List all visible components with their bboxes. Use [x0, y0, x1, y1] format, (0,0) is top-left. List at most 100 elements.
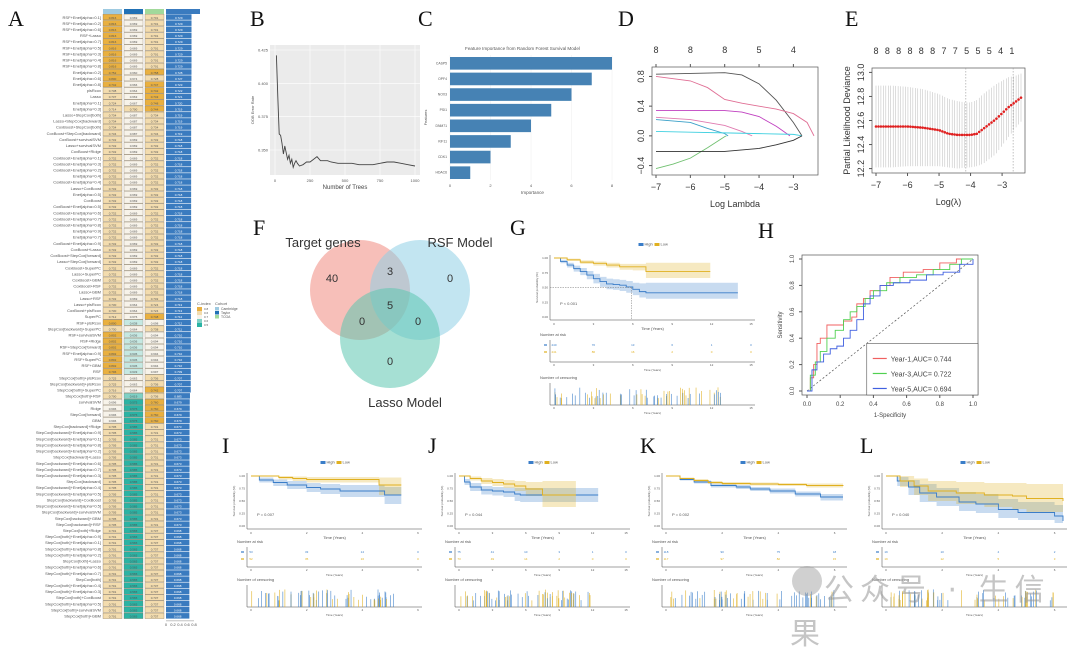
- risk-count-low: 3: [1054, 557, 1056, 561]
- heat-cell: [102, 282, 123, 289]
- heat-cell: [144, 564, 165, 570]
- censoring-x-tick: 4: [778, 608, 780, 612]
- heat-cell-value: 0.585: [130, 486, 138, 490]
- heat-cell: [123, 380, 144, 387]
- heat-cell: [144, 600, 165, 607]
- heat-cell: [144, 539, 165, 546]
- mean-bar-value: 0.711: [175, 327, 183, 331]
- heat-cell-value: 0.737: [109, 95, 117, 99]
- heat-cell: [123, 191, 144, 198]
- x-axis-label: Time (Years): [743, 535, 766, 540]
- row-label: StepCox[both]+Enet[alpha=0.3]: [45, 589, 101, 594]
- x-tick-label: 2: [721, 531, 723, 535]
- heat-cell-value: 0.737: [151, 541, 159, 545]
- mean-bar-value: 0.679: [174, 407, 182, 411]
- row-label: CoxBoost: [84, 198, 102, 203]
- mean-bar: [166, 246, 192, 252]
- heat-cell: [144, 301, 165, 308]
- heat-cell: [123, 26, 144, 33]
- mean-bar: [166, 313, 191, 320]
- top-tick-label: 8: [930, 46, 935, 56]
- heat-cell-value: 0.760: [151, 419, 159, 423]
- heat-cell: [144, 423, 165, 430]
- heat-cell: [123, 447, 144, 454]
- heat-cell-value: 0.731: [151, 498, 159, 502]
- mean-bar-value: 0.679: [174, 419, 182, 423]
- heat-cell-value: 0.687: [130, 120, 138, 124]
- survival-curve-low: [251, 475, 402, 486]
- mean-bar-value: 0.668: [174, 615, 182, 619]
- risk-table-title: Number at risk: [872, 539, 898, 544]
- heat-cell: [144, 399, 165, 405]
- heat-cell: [144, 606, 165, 613]
- mean-bar: [166, 118, 192, 124]
- deviance-point: [958, 133, 961, 137]
- risk-count-low: 241: [551, 350, 556, 354]
- mean-bar: [166, 558, 190, 564]
- y-tick-label: 0.00: [654, 524, 660, 528]
- x-tick-label: 2: [489, 183, 492, 188]
- mean-bar: [166, 356, 191, 362]
- heat-cell-value: 0.667: [130, 101, 138, 105]
- heat-cell-value: 0.737: [151, 553, 159, 557]
- y-axis-label: Survival probability (%): [535, 272, 539, 303]
- heat-cell-value: 0.737: [151, 578, 159, 582]
- mean-bar-value: 0.709: [175, 370, 183, 374]
- y-tick-label: 0.25: [874, 512, 880, 516]
- x-tick-label: 0: [458, 531, 460, 535]
- heat-cell-value: 0.731: [151, 456, 159, 460]
- heat-cell-value: 0.732: [151, 224, 159, 228]
- risk-count-low: 73: [457, 557, 461, 561]
- mean-bar: [166, 295, 192, 301]
- y-tick-label: 0.400: [258, 81, 269, 86]
- heat-cell-value: 0.732: [109, 254, 117, 258]
- heat-cell-value: 0.696: [109, 401, 117, 405]
- legend-swatch-high: [960, 461, 966, 464]
- heat-cell: [102, 435, 123, 442]
- legend-label-high: High: [535, 460, 543, 465]
- mean-bar: [166, 270, 192, 277]
- mean-bar-value: 0.668: [174, 590, 182, 594]
- deviance-point: [886, 125, 890, 128]
- heat-cell: [123, 179, 144, 185]
- deviance-point: [1004, 108, 1008, 111]
- deviance-point: [1017, 98, 1020, 101]
- heat-cell: [123, 14, 144, 20]
- legend-swatch-cindex: [197, 323, 202, 327]
- heat-cell-value: 0.669: [130, 46, 138, 50]
- mean-bar: [166, 564, 190, 570]
- mean-bar-value: 0.668: [174, 578, 182, 582]
- top-tick-label: 5: [964, 46, 969, 56]
- heat-cell: [123, 490, 144, 497]
- risk-x-tick: 6: [1054, 568, 1056, 572]
- heat-cell: [102, 447, 123, 454]
- deviance-point: [901, 125, 905, 128]
- heat-cell: [123, 56, 144, 63]
- y-tick-label: 0.350: [258, 148, 269, 153]
- x-tick-label: 3: [492, 531, 494, 535]
- row-label: StepCox[backward]+Enet[alpha=0.1]: [36, 436, 101, 441]
- heat-cell-value: 0.732: [109, 230, 117, 234]
- heat-cell-value: 0.701: [109, 596, 117, 600]
- heat-cell-value: 0.664: [130, 303, 138, 307]
- row-label: Enet[alpha=0.3]: [73, 106, 101, 111]
- heat-cell-value: 0.731: [151, 450, 159, 454]
- heat-cell-value: 0.734: [109, 120, 117, 124]
- mean-bar: [166, 448, 190, 454]
- mean-bar-value: 0.668: [174, 566, 182, 570]
- censoring-x-tick: 2: [941, 608, 943, 612]
- heat-cell: [144, 362, 165, 369]
- heat-cell-value: 0.669: [130, 52, 138, 56]
- heat-cell-value: 0.585: [130, 498, 138, 502]
- x-tick-label: 9: [558, 531, 560, 535]
- risk-count-low: 5: [998, 557, 1000, 561]
- risk-count-high: 4: [998, 550, 1000, 554]
- mean-bar: [166, 112, 192, 118]
- heat-cell-value: 0.585: [130, 431, 138, 435]
- mean-bar-value: 0.668: [174, 608, 182, 612]
- heat-cell-value: 0.687: [130, 114, 138, 118]
- panel-label-e: E: [845, 6, 859, 31]
- row-label: RSF+Enet[alpha=0.5]: [63, 45, 101, 50]
- x-tick-label: 0: [250, 531, 252, 535]
- heat-cell-value: 0.669: [130, 211, 138, 215]
